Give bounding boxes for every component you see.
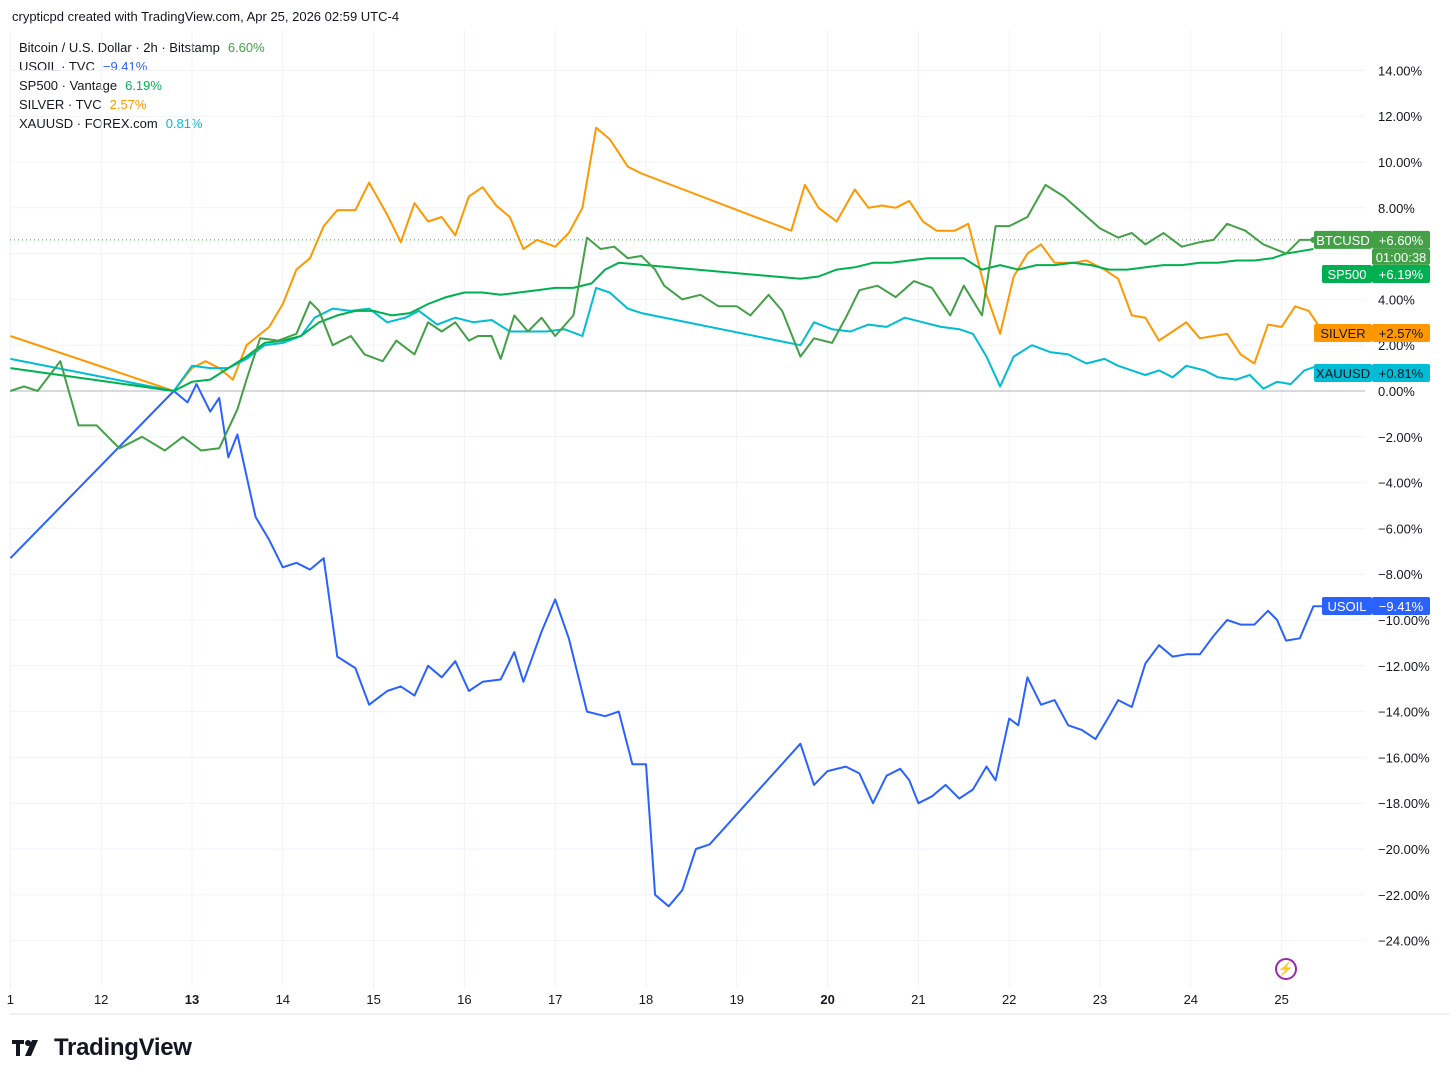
y-tick-label: 8.00% — [1378, 201, 1415, 216]
x-tick-label: 17 — [548, 992, 562, 1007]
x-tick-label: 13 — [185, 992, 199, 1007]
chart-attribution: crypticpd created with TradingView.com, … — [12, 9, 400, 24]
legend-value: 6.60% — [227, 40, 265, 55]
y-tick-label: −6.00% — [1378, 521, 1423, 536]
badge-value-bg — [1372, 364, 1430, 382]
legend-item-sp500[interactable]: SP500 · Vantage 6.19% — [19, 76, 265, 95]
legend-symbol: SILVER · TVC — [19, 97, 102, 112]
x-tick-label: 16 — [457, 992, 471, 1007]
x-tick-label: 15 — [366, 992, 380, 1007]
series-line-btcusd — [10, 183, 1314, 452]
badge-name-xauusd: XAUUSD — [1316, 366, 1370, 381]
y-tick-label: −18.00% — [1378, 796, 1430, 811]
y-tick-label: 4.00% — [1378, 292, 1415, 307]
legend-item-btcusd[interactable]: Bitcoin / U.S. Dollar · 2h · Bitstamp 6.6… — [19, 38, 265, 57]
tradingview-footer[interactable]: TradingView — [12, 1034, 192, 1062]
badge-value-bg — [1372, 265, 1430, 283]
y-tick-label: −8.00% — [1378, 567, 1423, 582]
badge-value-bg — [1372, 597, 1430, 615]
badge-value-bg — [1372, 324, 1430, 342]
y-tick-label: −4.00% — [1378, 476, 1423, 491]
badge-value-xauusd: +0.81% — [1379, 366, 1424, 381]
series-line-silver — [10, 126, 1324, 392]
tradingview-logo-icon — [12, 1040, 38, 1056]
legend-value: 6.19% — [125, 78, 162, 93]
x-tick-label: 23 — [1093, 992, 1107, 1007]
badge-name-sp500: SP500 — [1327, 267, 1366, 282]
y-tick-label: −22.00% — [1378, 888, 1430, 903]
badge-name-silver: SILVER — [1320, 326, 1365, 341]
x-tick-label: 22 — [1002, 992, 1016, 1007]
badge-name-bg — [1314, 364, 1372, 382]
badge-name-bg — [1322, 597, 1372, 615]
x-tick-label: 25 — [1274, 992, 1288, 1007]
badge-countdown: 01:00:38 — [1376, 250, 1427, 265]
y-tick-label: −12.00% — [1378, 659, 1430, 674]
badge-name-usoil: USOIL — [1327, 599, 1366, 614]
lightning-icon[interactable]: ⚡ — [1275, 958, 1297, 980]
badge-value-btcusd: +6.60% — [1379, 233, 1424, 248]
x-tick-label: 24 — [1184, 992, 1198, 1007]
y-tick-label: −14.00% — [1378, 705, 1430, 720]
x-tick-label: 19 — [730, 992, 744, 1007]
legend-item-silver[interactable]: SILVER · TVC 2.57% — [19, 95, 265, 114]
badge-value-sp500: +6.19% — [1379, 267, 1424, 282]
y-tick-label: −2.00% — [1378, 430, 1423, 445]
y-tick-label: 0.00% — [1378, 384, 1415, 399]
y-tick-label: −16.00% — [1378, 750, 1430, 765]
y-tick-label: −20.00% — [1378, 842, 1430, 857]
legend: Bitcoin / U.S. Dollar · 2h · Bitstamp 6.6… — [19, 38, 265, 133]
legend-symbol: SP500 · Vantage — [19, 78, 118, 93]
badge-name-btcusd: BTCUSD — [1316, 233, 1369, 248]
series-line-sp500 — [10, 248, 1314, 392]
x-tick-label: 1 — [7, 992, 14, 1007]
x-tick-label: 21 — [911, 992, 925, 1007]
tradingview-wordmark: TradingView — [54, 1034, 192, 1061]
y-tick-label: 10.00% — [1378, 155, 1423, 170]
badge-countdown-bg — [1372, 248, 1430, 265]
y-tick-label: −24.00% — [1378, 934, 1430, 949]
x-tick-label: 20 — [820, 992, 834, 1007]
y-tick-label: −10.00% — [1378, 613, 1430, 628]
badge-name-bg — [1314, 324, 1372, 342]
y-tick-label: 14.00% — [1378, 63, 1423, 78]
badge-value-bg — [1372, 230, 1430, 249]
legend-value: 2.57% — [109, 97, 147, 112]
legend-value: 0.81% — [165, 116, 203, 131]
legend-symbol: Bitcoin / U.S. Dollar · 2h · Bitstamp — [19, 40, 220, 55]
series-line-usoil — [9, 383, 1323, 908]
x-tick-label: 18 — [639, 992, 653, 1007]
x-tick-label: 14 — [276, 992, 290, 1007]
series-line-xauusd — [10, 286, 1332, 392]
badge-name-bg — [1322, 265, 1372, 283]
badge-value-silver: +2.57% — [1379, 326, 1424, 341]
legend-symbol: XAUUSD · FOREX.com — [19, 116, 158, 131]
legend-item-xauusd[interactable]: XAUUSD · FOREX.com 0.81% — [19, 114, 265, 133]
y-tick-label: 12.00% — [1378, 109, 1423, 124]
x-tick-label: 12 — [94, 992, 108, 1007]
badge-name-bg — [1314, 230, 1372, 249]
badge-value-usoil: −9.41% — [1379, 599, 1424, 614]
